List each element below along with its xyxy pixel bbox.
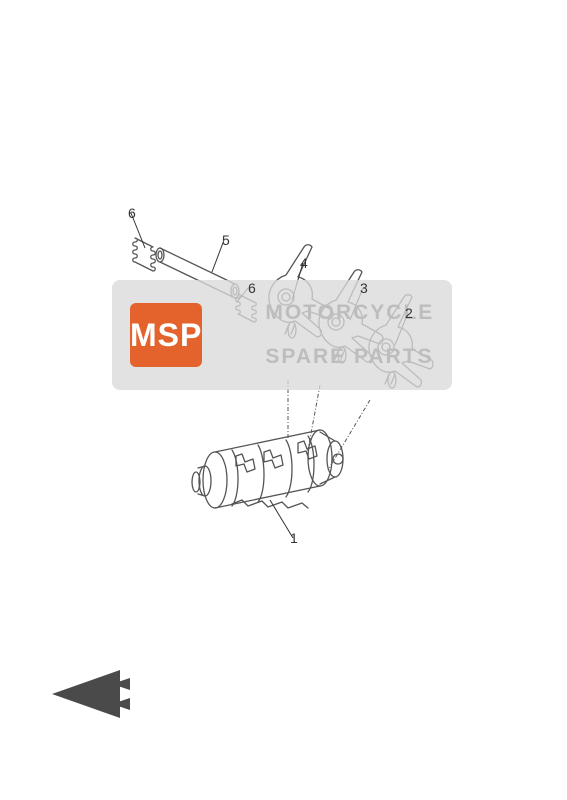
callout-4: 4 (300, 255, 308, 271)
callout-6b: 6 (248, 280, 256, 296)
assembly-dash-lines (288, 380, 370, 470)
part-spring-left (133, 238, 156, 271)
parts-diagram-svg (0, 0, 567, 800)
callout-5: 5 (222, 232, 230, 248)
callout-2: 2 (405, 305, 413, 321)
diagram-canvas: MSP MOTORCYCLE SPARE PARTS 1 2 3 4 5 6 6 (0, 0, 567, 800)
watermark-badge-text: MSP (130, 317, 202, 354)
callout-3: 3 (360, 280, 368, 296)
part-shift-drum (192, 430, 343, 508)
watermark-overlay: MSP MOTORCYCLE SPARE PARTS (112, 280, 452, 390)
watermark-badge: MSP (130, 303, 202, 367)
direction-arrow (52, 670, 130, 718)
callout-1: 1 (290, 530, 298, 546)
callout-6a: 6 (128, 205, 136, 221)
watermark-label: MOTORCYCLE SPARE PARTS (218, 280, 434, 390)
watermark-line2: SPARE PARTS (265, 345, 433, 368)
